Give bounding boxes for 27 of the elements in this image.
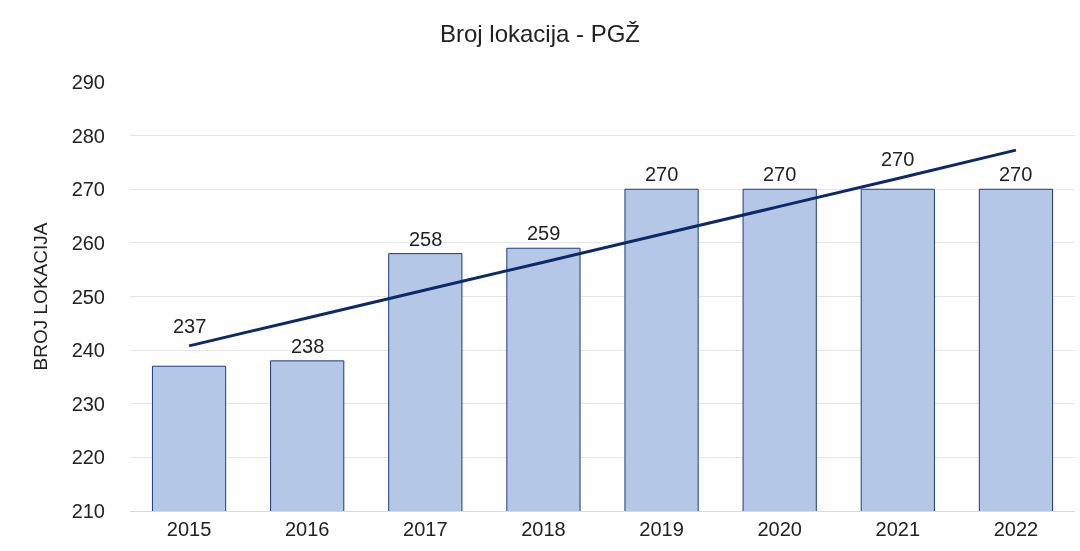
y-tick-label: 290 [71,71,105,93]
y-tick-label: 240 [71,339,105,362]
x-tick-label: 2022 [993,518,1039,540]
y-tick-label: 210 [71,500,105,522]
data-label: 258 [409,228,443,250]
y-tick-label: 270 [71,178,105,201]
data-label: 238 [291,335,325,357]
y-tick-label: 280 [71,124,105,147]
data-label: 259 [527,222,561,244]
x-tick-label: 2016 [284,518,330,540]
y-tick-label: 250 [71,285,105,308]
x-tick-label: 2018 [521,518,566,540]
y-axis-title: BROJ LOKACIJA [30,222,52,371]
x-tick-label: 2020 [757,518,802,540]
data-label: 270 [763,163,797,185]
x-tick-label: 2017 [403,518,448,540]
y-tick-label: 230 [71,392,105,415]
x-tick-label: 2021 [875,518,921,540]
data-label: 270 [645,163,679,185]
y-tick-label: 220 [71,446,105,469]
x-tick-label: 2015 [166,518,212,540]
y-tick-label: 260 [71,231,105,254]
chart-title: Broj lokacija - PGŽ [439,19,641,47]
data-label: 237 [173,315,207,337]
data-label: 270 [881,148,915,170]
data-label: 270 [999,163,1033,185]
x-tick-label: 2019 [639,518,684,540]
